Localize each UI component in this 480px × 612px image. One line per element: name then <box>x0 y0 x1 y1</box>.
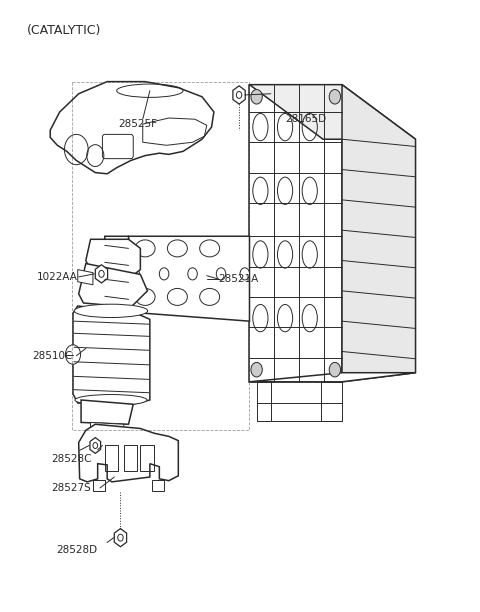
Circle shape <box>240 268 250 280</box>
Bar <box>124 446 137 471</box>
Polygon shape <box>86 239 140 278</box>
Polygon shape <box>114 529 127 547</box>
Circle shape <box>251 362 262 377</box>
Polygon shape <box>90 438 101 453</box>
Circle shape <box>159 268 169 280</box>
Text: 28528D: 28528D <box>56 545 97 555</box>
Circle shape <box>329 362 341 377</box>
Bar <box>105 446 118 471</box>
Polygon shape <box>342 84 416 382</box>
Polygon shape <box>73 306 150 405</box>
Polygon shape <box>79 424 179 482</box>
Polygon shape <box>250 373 416 382</box>
Text: 28527S: 28527S <box>52 483 92 493</box>
Circle shape <box>251 89 262 104</box>
Polygon shape <box>50 81 214 174</box>
Circle shape <box>188 268 197 280</box>
Circle shape <box>216 268 226 280</box>
Polygon shape <box>96 265 108 283</box>
Text: 28525F: 28525F <box>119 119 157 129</box>
Text: 28521A: 28521A <box>219 274 259 284</box>
Polygon shape <box>105 236 129 312</box>
Polygon shape <box>129 236 250 321</box>
Ellipse shape <box>74 304 148 318</box>
Polygon shape <box>91 422 124 435</box>
Text: 28510C: 28510C <box>33 351 73 360</box>
Polygon shape <box>81 400 133 424</box>
Circle shape <box>65 345 81 364</box>
Bar <box>152 480 164 491</box>
Polygon shape <box>321 382 342 421</box>
Polygon shape <box>78 270 93 285</box>
Text: (CATALYTIC): (CATALYTIC) <box>26 24 101 37</box>
Circle shape <box>329 89 341 104</box>
Bar <box>93 480 105 491</box>
Bar <box>140 446 154 471</box>
Circle shape <box>130 268 139 280</box>
Polygon shape <box>79 264 147 307</box>
Polygon shape <box>257 382 271 421</box>
Text: 28165D: 28165D <box>285 114 326 124</box>
Text: 1022AA: 1022AA <box>37 272 78 282</box>
Polygon shape <box>250 84 342 382</box>
Polygon shape <box>233 86 245 104</box>
Ellipse shape <box>75 395 147 406</box>
Text: 28528C: 28528C <box>51 454 92 464</box>
Polygon shape <box>250 84 416 139</box>
